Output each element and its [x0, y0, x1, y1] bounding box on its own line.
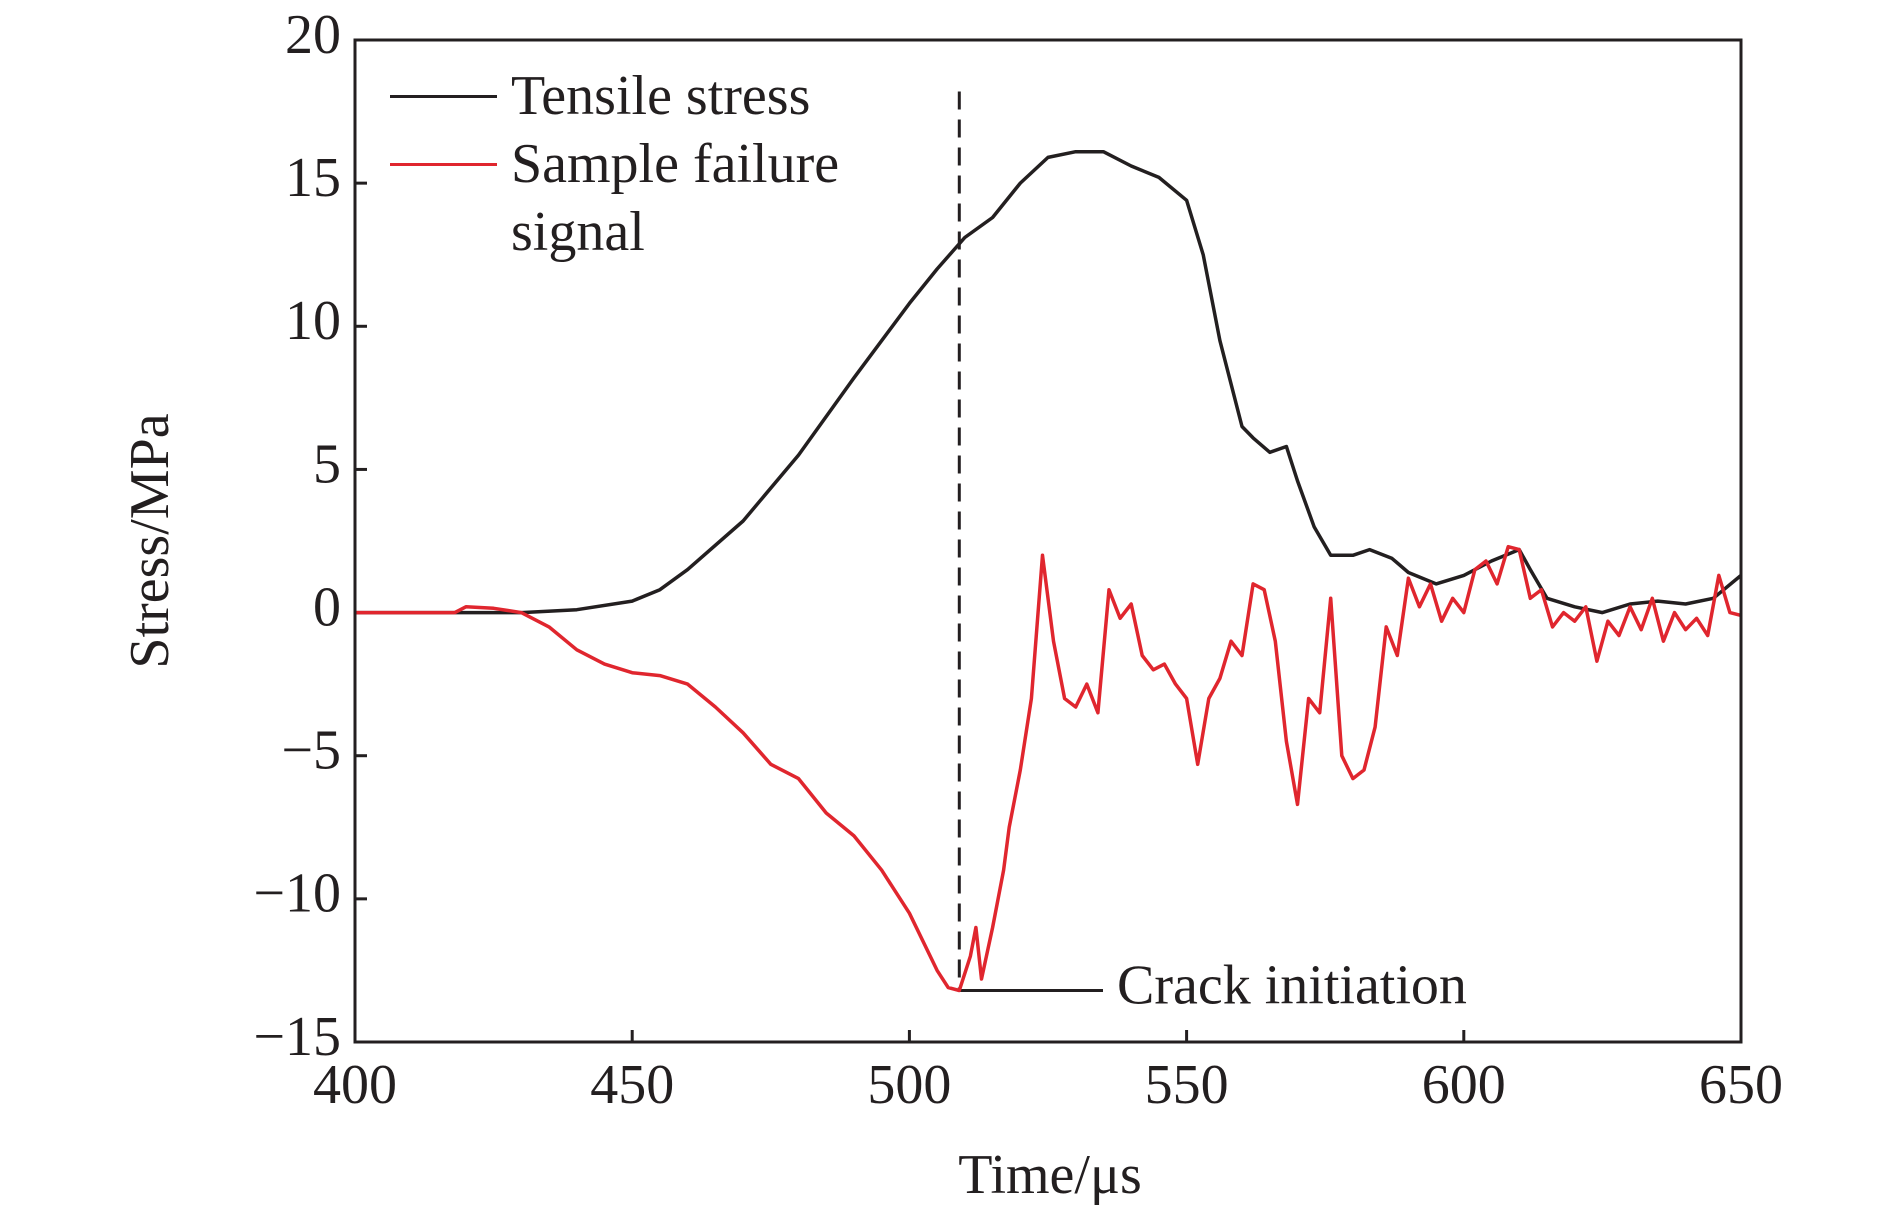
y-axis-title: Stress/MPa — [119, 413, 181, 668]
x-tick-label: 400 — [313, 1054, 397, 1116]
legend-swatch — [390, 95, 497, 98]
x-tick-label: 600 — [1422, 1054, 1506, 1116]
legend-entry: Tensile stress — [390, 62, 931, 130]
y-tick-label: −10 — [253, 863, 341, 925]
legend: Tensile stress Sample failure signal — [390, 62, 931, 266]
y-tick-label: 5 — [313, 433, 341, 495]
x-axis-title: Time/μs — [958, 1144, 1142, 1206]
series-line — [355, 149, 1743, 615]
y-tick-label: 0 — [313, 576, 341, 638]
legend-label: Sample failure signal — [511, 133, 840, 263]
y-tick-label: −5 — [281, 720, 341, 782]
x-tick-label: 550 — [1145, 1054, 1229, 1116]
annotation-text: Crack initiation — [1117, 954, 1467, 1016]
y-tick-label: 10 — [285, 290, 341, 352]
legend-label: Tensile stress — [511, 65, 811, 127]
legend-entry: Sample failure signal — [390, 130, 931, 266]
plot-frame — [353, 38, 1743, 1044]
legend-swatch — [390, 163, 497, 166]
x-tick-label: 650 — [1699, 1054, 1783, 1116]
x-tick-label: 500 — [867, 1054, 951, 1116]
y-tick-label: 20 — [285, 4, 341, 66]
series-line — [355, 544, 1742, 993]
x-tick-label: 450 — [590, 1054, 674, 1116]
y-tick-label: 15 — [285, 147, 341, 209]
y-tick-label: −15 — [253, 1006, 341, 1068]
